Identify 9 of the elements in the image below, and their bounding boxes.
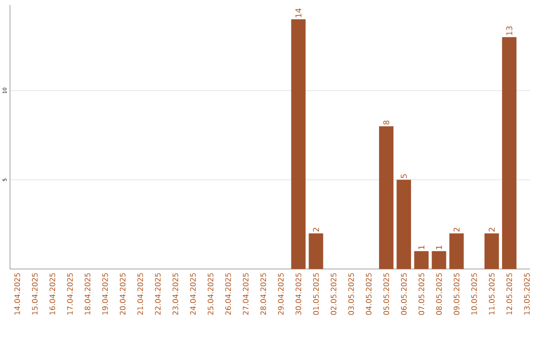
bar [502, 37, 516, 269]
bar [449, 233, 464, 269]
bar [379, 126, 394, 269]
bar [291, 19, 306, 269]
bar [414, 251, 429, 269]
bar [484, 233, 499, 269]
bar [308, 233, 324, 269]
bar [396, 180, 412, 269]
bar [432, 251, 446, 269]
